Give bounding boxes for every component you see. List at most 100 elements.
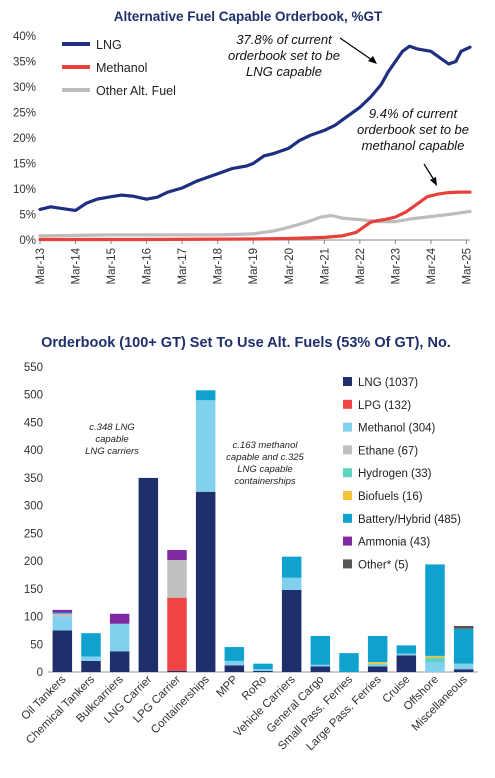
bar-chart-legend: LNG (1037) LPG (132) Methanol (304) Ethane … (343, 377, 461, 571)
legend-swatch-biofuels (343, 491, 352, 500)
legend-label-methanol: Methanol (304) (358, 423, 436, 435)
line-chart-y-tick-label: 0% (19, 235, 36, 247)
line-chart-x-tick-label: Mar-15 (106, 248, 118, 284)
legend-label-other: Other* (5) (358, 559, 409, 571)
bar-lpg-carrier-lng (167, 670, 187, 672)
bar-offshore-methanol (425, 662, 445, 672)
bar-bulkcarriers-ammonia (109, 613, 130, 624)
lng-annotation-arrowhead (368, 56, 377, 64)
legend-label-biofuels: Biofuels (16) (358, 491, 423, 503)
bar-lpg-carrier-lpg (167, 597, 187, 671)
lng-carriers-annotation: c.348 LNG capable LNG carriers (85, 422, 139, 457)
legend-swatch-hydrogen (343, 468, 352, 478)
bar-general-cargo-lng (310, 666, 331, 672)
line-chart-y-tick-label: 30% (13, 82, 36, 94)
line-series-other-alt-fuel (38, 209, 472, 238)
bar-mpp-lng (224, 665, 245, 672)
bar-chart-y-tick-label: 400 (24, 445, 43, 457)
bar-chart: Orderbook (100+ GT) Set To Use Alt. Fuel… (19, 335, 478, 753)
bar-general-cargo-methanol (310, 664, 331, 667)
bar-oil-tankers-methanol (52, 616, 73, 631)
bar-offshore-hydrogen (425, 657, 445, 663)
legend-swatch-methanol (343, 422, 352, 432)
bar-general-cargo-battery-hybrid (310, 635, 331, 665)
lng-annotation: 37.8% of current orderbook set to be LNG… (228, 32, 377, 79)
bar-chart-x-tick-label: MPP (214, 673, 240, 699)
bar-roro-lng (253, 670, 273, 672)
line-chart-legend: LNG Methanol Other Alt. Fuel (62, 38, 176, 98)
bar-chemical-tankers-methanol (81, 656, 101, 661)
bar-lpg-carrier-ammonia (167, 550, 187, 560)
bar-cruise-methanol (396, 653, 417, 656)
bar-miscellaneous-battery-hybrid (453, 628, 474, 664)
bar-lng-carrier-lng (138, 477, 159, 672)
bar-vehicle-carriers-lng (281, 589, 302, 672)
lng-annotation-line-3: LNG capable (246, 64, 322, 79)
line-chart-y-tick-label: 5% (19, 210, 36, 222)
legend-label-ethane: Ethane (67) (358, 445, 418, 457)
line-chart-x-tick-label: Mar-19 (248, 248, 260, 284)
legend-swatch-battery-hybrid (343, 513, 352, 523)
legend-swatch-other (343, 559, 352, 569)
bar-roro-methanol (253, 669, 273, 671)
bar-oil-tankers-battery-hybrid (52, 612, 73, 614)
line-chart-x-tick-label: Mar-22 (355, 248, 367, 284)
bar-cruise-lng (396, 655, 417, 672)
bar-miscellaneous-methanol (453, 663, 474, 670)
bar-chart-y-tick-label: 0 (37, 667, 43, 679)
line-chart-y-tick-label: 35% (13, 57, 36, 69)
legend-label-other: Other Alt. Fuel (96, 84, 176, 98)
legend-swatch-lng (343, 377, 352, 386)
line-chart-x-tick-label: Mar-18 (213, 248, 225, 284)
bar-chart-title: Orderbook (100+ GT) Set To Use Alt. Fuel… (41, 335, 451, 351)
bar-chart-y-tick-label: 500 (24, 390, 43, 402)
line-chart-y-tick-label: 20% (13, 133, 36, 145)
line-chart-x-tick-label: Mar-13 (35, 248, 47, 284)
bar-large-pass-ferries-methanol (367, 664, 388, 667)
bar-small-pass-ferries-battery-hybrid (339, 653, 359, 672)
lng-annotation-arrow (339, 37, 373, 61)
line-chart-x-tick-label: Mar-20 (284, 248, 296, 284)
legend-swatch-lpg (343, 399, 352, 409)
line-chart-y-tick-label: 15% (13, 159, 36, 171)
lng-carriers-annotation-line-3: LNG carriers (85, 446, 139, 457)
containerships-annotation: c.163 methanol capable and c.325 LNG cap… (226, 440, 304, 487)
line-chart-x-tick-label: Mar-14 (71, 247, 83, 284)
line-chart-series (38, 44, 472, 242)
bar-chart-bars (52, 390, 474, 672)
lng-annotation-line-1: 37.8% of current (236, 32, 333, 47)
bar-cruise-battery-hybrid (396, 645, 417, 654)
line-chart-x-tick-label: Mar-16 (142, 248, 154, 284)
bar-lpg-carrier-ethane (167, 559, 187, 598)
lng-carriers-annotation-line-2: capable (95, 434, 128, 445)
line-chart-axes: 0% 5% 10% 15% 20% 25% 30% 35% 40% Mar-13 Mar-14 Mar… (13, 31, 473, 284)
methanol-annotation-arrow (423, 163, 435, 181)
line-chart-x-tick-label: Mar-17 (177, 248, 189, 284)
bar-oil-tankers-ethane (52, 613, 73, 617)
line-series-methanol (38, 190, 472, 242)
bar-oil-tankers-ammonia (52, 609, 73, 613)
methanol-annotation: 9.4% of current orderbook set to be meth… (357, 106, 469, 186)
legend-label-lng: LNG (1037) (358, 377, 418, 389)
bar-offshore-biofuels (425, 655, 445, 658)
containerships-annotation-line-2: capable and c.325 (226, 452, 304, 463)
legend-label-lpg: LPG (132) (358, 400, 411, 412)
bar-bulkcarriers-methanol (109, 623, 130, 652)
containerships-annotation-line-4: containerships (234, 476, 296, 487)
bar-chemical-tankers-battery-hybrid (81, 633, 101, 657)
methanol-annotation-line-1: 9.4% of current (369, 106, 459, 121)
bar-miscellaneous-lng (453, 669, 474, 672)
bar-containerships-lng (195, 491, 216, 672)
containerships-annotation-line-1: c.163 methanol (233, 440, 299, 451)
bar-chart-y-tick-label: 300 (24, 501, 43, 513)
bar-chart-y-tick-label: 50 (30, 639, 43, 651)
bar-chart-y-tick-label: 250 (24, 528, 43, 540)
bar-large-pass-ferries-biofuels (367, 662, 388, 664)
bar-chart-y-tick-label: 450 (24, 417, 43, 429)
bar-mpp-methanol (224, 660, 245, 666)
line-chart-x-tick-label: Mar-24 (426, 247, 438, 284)
bar-large-pass-ferries-battery-hybrid (367, 635, 388, 663)
